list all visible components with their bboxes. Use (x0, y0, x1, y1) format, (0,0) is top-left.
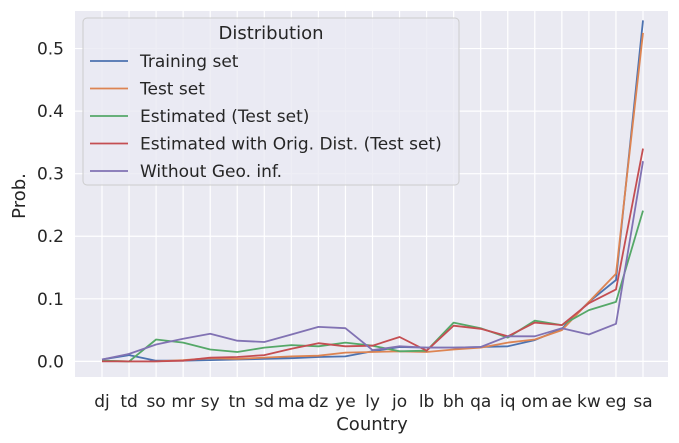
x-tick-label: eg (605, 392, 626, 412)
x-tick-label: ae (551, 392, 572, 412)
legend-entry: Training set (139, 52, 239, 72)
y-tick-label: 0.4 (37, 102, 64, 122)
x-tick-label: kw (577, 392, 601, 412)
x-tick-label: iq (500, 392, 516, 412)
x-tick-label: sa (633, 392, 652, 412)
legend: Distribution Training set Test set Estimat… (82, 17, 460, 186)
x-tick-label: dz (309, 392, 329, 412)
y-tick-label: 0.2 (37, 227, 64, 247)
x-axis-ticks: dj td so mr sy tn sd ma dz ye ly jo lb bh qa iq om ae kw eg… (94, 392, 652, 412)
y-tick-label: 0.5 (37, 40, 64, 60)
x-tick-label: lb (419, 392, 435, 412)
x-tick-label: bh (443, 392, 465, 412)
x-tick-label: sd (254, 392, 274, 412)
x-tick-label: dj (94, 392, 110, 412)
legend-entry: Test set (139, 80, 205, 100)
legend-items: Training set Test set Estimated (Test set)… (90, 52, 442, 182)
x-tick-label: td (120, 392, 137, 412)
series-layer (101, 20, 644, 363)
x-tick-label: sy (201, 392, 220, 412)
x-tick-label: tn (229, 392, 246, 412)
x-tick-label: jo (391, 392, 407, 412)
x-tick-label: ma (278, 392, 305, 412)
x-tick-label: mr (171, 392, 195, 412)
x-tick-label: qa (470, 392, 491, 412)
legend-entry: Estimated with Orig. Dist. (Test set) (140, 135, 442, 155)
x-tick-label: so (146, 392, 165, 412)
x-tick-label: om (521, 392, 548, 412)
legend-entry: Without Geo. inf. (140, 162, 282, 182)
series-line (101, 161, 644, 361)
legend-box (82, 17, 460, 186)
x-axis-label: Country (336, 414, 408, 435)
x-tick-label: ye (335, 392, 356, 412)
y-axis-label: Prob. (9, 173, 30, 219)
legend-entry: Estimated (Test set) (140, 107, 309, 127)
legend-title: Distribution (218, 23, 323, 44)
y-axis-ticks: 0.0 0.1 0.2 0.3 0.4 0.5 (37, 40, 64, 373)
y-tick-label: 0.0 (37, 352, 64, 372)
x-tick-label: ly (365, 392, 380, 412)
y-tick-label: 0.1 (37, 290, 64, 310)
y-tick-label: 0.3 (37, 165, 64, 185)
series-line (102, 148, 644, 363)
